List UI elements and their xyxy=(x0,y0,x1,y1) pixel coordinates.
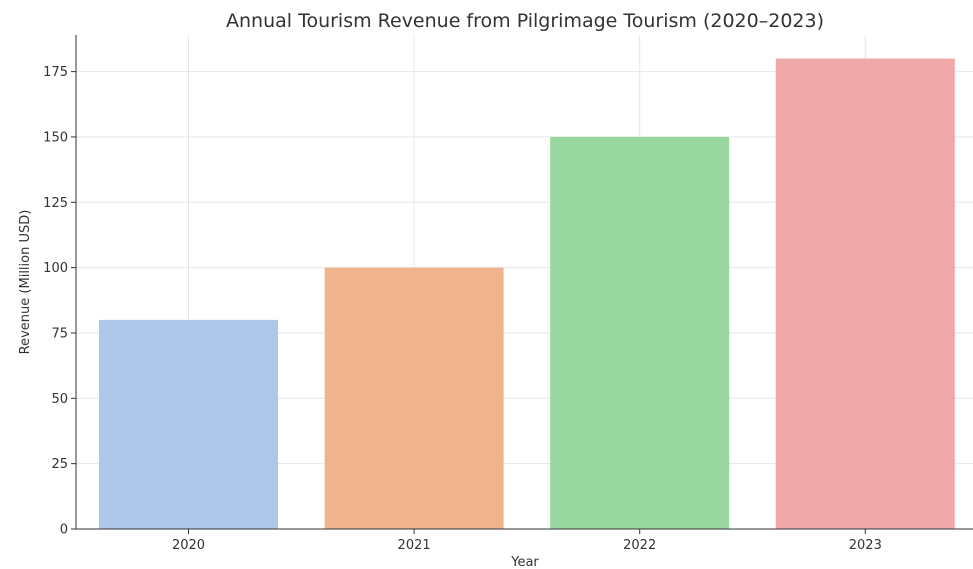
y-tick-label: 50 xyxy=(51,392,68,407)
y-tick-label: 150 xyxy=(43,130,68,145)
y-tick-label: 175 xyxy=(43,65,68,80)
chart-title: Annual Tourism Revenue from Pilgrimage T… xyxy=(226,10,824,32)
bar-2021 xyxy=(324,267,504,529)
x-tick-label: 2020 xyxy=(172,538,205,553)
y-tick-label: 125 xyxy=(43,196,68,211)
bars xyxy=(99,58,955,530)
y-tick-label: 0 xyxy=(60,523,68,538)
x-ticks: 2020 2021 2022 2023 xyxy=(172,529,882,553)
bar-2023 xyxy=(775,58,955,530)
x-tick-label: 2023 xyxy=(849,538,882,553)
x-tick-label: 2022 xyxy=(623,538,656,553)
x-axis-label: Year xyxy=(510,555,539,569)
y-axis-label: Revenue (Million USD) xyxy=(18,210,33,355)
y-tick-label: 25 xyxy=(51,457,68,472)
y-tick-label: 100 xyxy=(43,261,68,276)
y-ticks: 0 25 50 75 100 125 150 175 xyxy=(43,65,76,538)
bar-2022 xyxy=(550,136,730,529)
x-tick-label: 2021 xyxy=(398,538,431,553)
axes xyxy=(75,35,973,530)
bar-2020 xyxy=(99,319,278,529)
y-tick-label: 75 xyxy=(51,326,68,341)
